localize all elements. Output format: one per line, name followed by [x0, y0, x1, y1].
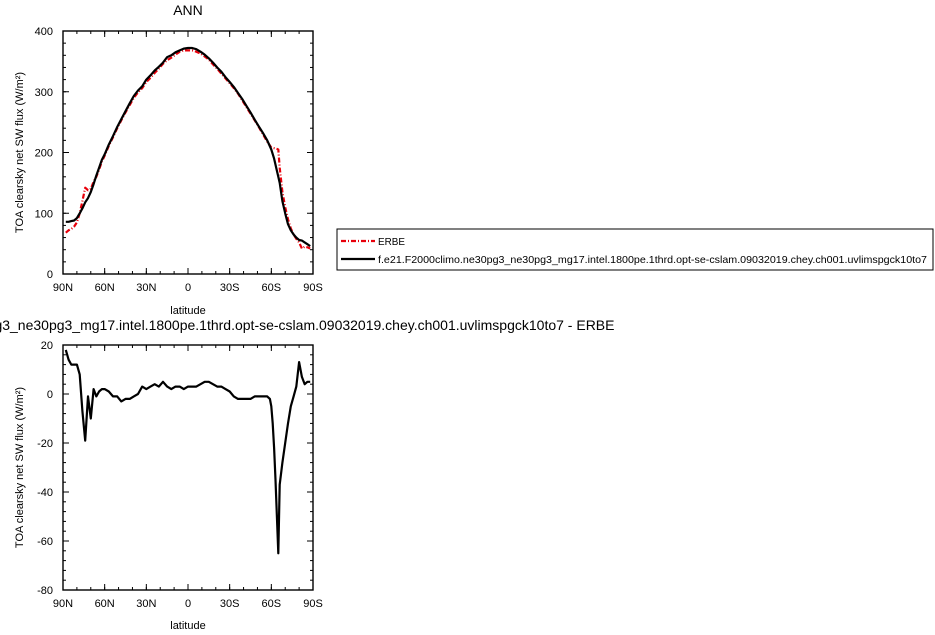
x-tick-label: 0 — [185, 282, 191, 294]
y-tick-label: -80 — [37, 585, 53, 597]
legend: ERBE f.e21.F2000climo.ne30pg3_ne30pg3_mg1… — [336, 228, 934, 271]
y-tick-label: 0 — [47, 269, 53, 281]
y-tick-label: 400 — [35, 26, 53, 38]
x-tick-label: 90N — [53, 598, 73, 610]
chart-title-1: ne30pg3_ne30pg3_mg17.intel.1800pe.1thrd.… — [0, 317, 614, 333]
legend-label-1: f.e21.F2000climo.ne30pg3_ne30pg3_mg17.in… — [378, 254, 927, 266]
x-tick-label: 60S — [262, 598, 282, 610]
x-tick-label: 30S — [220, 282, 240, 294]
x-tick-label: 90S — [303, 598, 323, 610]
y-tick-label: 20 — [41, 340, 53, 352]
x-tick-label: 30N — [136, 598, 156, 610]
x-tick-label: 30S — [220, 598, 240, 610]
x-tick-label: 60S — [262, 282, 282, 294]
y-axis-label: TOA clearsky net SW flux (W/m²) — [14, 387, 26, 548]
y-tick-label: 200 — [35, 148, 53, 160]
x-tick-label: 90N — [53, 282, 73, 294]
legend-box — [336, 228, 934, 271]
legend-label-0: ERBE — [378, 236, 405, 248]
x-tick-label: 90S — [303, 282, 323, 294]
y-tick-label: -20 — [37, 438, 53, 450]
plot-frame-1 — [62, 344, 314, 591]
series-line-0-0 — [65, 49, 311, 250]
x-tick-label: 30N — [136, 282, 156, 294]
plot-frame-0 — [62, 30, 314, 275]
x-tick-label: 60N — [95, 598, 115, 610]
y-tick-label: -60 — [37, 536, 53, 548]
y-tick-label: 300 — [35, 87, 53, 99]
series-line-0-1 — [65, 46, 311, 248]
x-axis-label: latitude — [170, 305, 205, 317]
x-tick-label: 60N — [95, 282, 115, 294]
x-tick-label: 0 — [185, 598, 191, 610]
chart-title-0: ANN — [173, 2, 203, 18]
y-tick-label: 100 — [35, 208, 53, 220]
x-axis-label: latitude — [170, 620, 205, 632]
y-tick-label: -40 — [37, 487, 53, 499]
series-line-1-0 — [64, 349, 311, 555]
y-axis-label: TOA clearsky net SW flux (W/m²) — [14, 72, 26, 233]
y-tick-label: 0 — [47, 389, 53, 401]
